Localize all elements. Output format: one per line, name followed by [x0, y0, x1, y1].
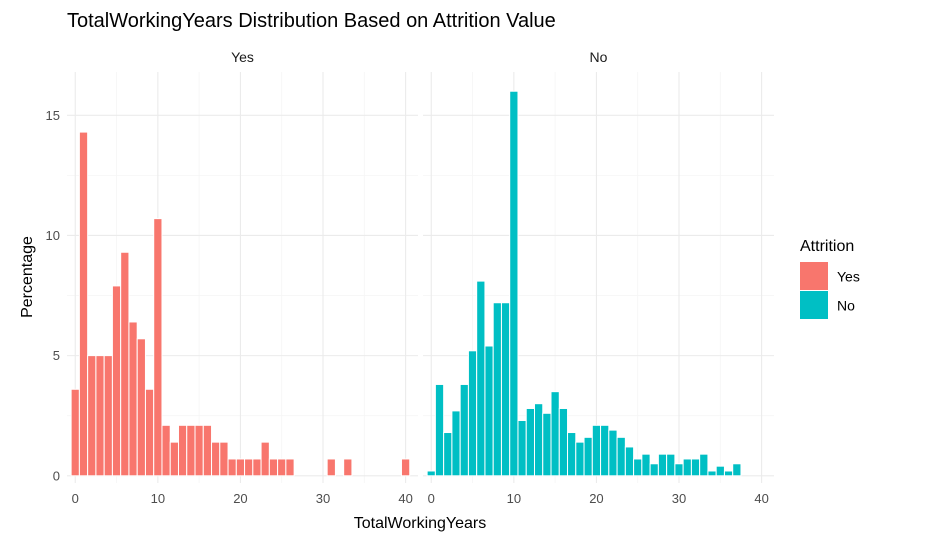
facet-strip-label: No: [590, 49, 608, 65]
bar-yes-8: [136, 338, 146, 477]
bar-no-33: [699, 453, 709, 477]
bar-no-3: [451, 410, 461, 477]
bar-no-21: [600, 424, 610, 477]
bar-yes-31: [326, 458, 336, 477]
bar-no-18: [575, 441, 585, 477]
x-tick-label: 30: [316, 491, 330, 506]
y-tick-label: 15: [46, 108, 60, 123]
bar-yes-3: [95, 355, 105, 477]
bar-no-13: [533, 403, 544, 477]
x-tick-label: 40: [398, 491, 412, 506]
bar-no-17: [567, 432, 577, 477]
bar-yes-22: [252, 458, 262, 477]
bar-yes-14: [186, 424, 196, 477]
bar-no-35: [715, 465, 725, 477]
bar-no-15: [550, 391, 560, 477]
bar-yes-25: [277, 458, 287, 477]
bar-no-11: [517, 420, 527, 477]
bar-no-29: [666, 453, 676, 477]
bar-yes-6: [120, 251, 130, 477]
legend: Attrition Yes No: [800, 238, 860, 319]
bar-yes-4: [103, 355, 113, 477]
x-tick-label: 20: [233, 491, 247, 506]
bar-yes-1: [78, 131, 89, 477]
bar-no-24: [624, 446, 635, 477]
bar-yes-19: [227, 458, 237, 477]
bar-no-31: [682, 458, 692, 477]
bar-no-20: [591, 424, 602, 477]
bar-no-25: [633, 458, 643, 477]
bar-yes-23: [260, 441, 270, 477]
bar-yes-20: [235, 458, 246, 477]
bar-no-6: [476, 280, 486, 477]
legend-entries: Yes No: [800, 262, 860, 319]
bar-yes-9: [144, 388, 155, 477]
bar-no-34: [707, 470, 717, 477]
y-tick-label: 10: [46, 228, 60, 243]
bar-yes-40: [400, 458, 411, 477]
bar-yes-15: [194, 424, 204, 477]
bar-yes-17: [211, 441, 221, 477]
facet-strip-label: Yes: [231, 49, 254, 65]
bar-no-30: [674, 463, 684, 477]
bar-yes-16: [202, 424, 213, 477]
bar-yes-12: [169, 441, 179, 477]
x-tick-label: 10: [151, 491, 165, 506]
y-axis-title: Percentage: [19, 236, 36, 318]
x-tick-label: 0: [72, 491, 79, 506]
bar-no-32: [690, 458, 701, 477]
bar-yes-7: [128, 321, 138, 477]
legend-key-yes: [800, 262, 828, 290]
bar-no-19: [583, 436, 593, 477]
bar-yes-33: [343, 458, 353, 477]
x-tick-label: 30: [672, 491, 686, 506]
legend-label-yes: Yes: [837, 269, 860, 285]
bar-no-27: [649, 463, 659, 477]
x-axis-title: TotalWorkingYears: [354, 515, 487, 532]
bar-no-23: [616, 436, 626, 477]
y-tick-label: 0: [53, 468, 60, 483]
facet-panel-no: No 0 10 20 30 40: [423, 49, 774, 506]
bar-no-28: [657, 453, 668, 477]
facet-panels: Yes 0 10 20 30 40 0 5 10 15 No 0 10 20 30 40: [46, 49, 774, 506]
bar-no-14: [542, 412, 552, 477]
x-tick-label: 0: [428, 491, 435, 506]
bar-yes-13: [177, 424, 188, 477]
bar-no-9: [500, 302, 511, 477]
bar-no-22: [608, 429, 618, 477]
bar-no-10: [509, 90, 519, 477]
bar-yes-26: [285, 458, 295, 477]
x-tick-label: 40: [754, 491, 768, 506]
bar-no-4: [459, 383, 469, 477]
x-tick-label: 20: [589, 491, 603, 506]
bar-yes-21: [244, 458, 254, 477]
chart-title: TotalWorkingYears Distribution Based on …: [67, 10, 556, 32]
bar-yes-11: [161, 424, 171, 477]
bar-no-0: [426, 470, 436, 477]
bar-yes-10: [153, 218, 163, 477]
bar-no-8: [492, 302, 502, 477]
bar-yes-5: [111, 285, 122, 477]
bar-yes-0: [70, 388, 80, 477]
y-tick-label: 5: [53, 348, 60, 363]
legend-label-no: No: [837, 298, 855, 314]
facet-panel-yes: Yes 0 10 20 30 40 0 5 10 15: [46, 49, 418, 506]
x-tick-label: 10: [507, 491, 521, 506]
bar-no-37: [732, 463, 742, 477]
legend-key-no: [800, 291, 828, 319]
bar-no-26: [641, 453, 651, 477]
legend-title: Attrition: [800, 238, 854, 255]
bar-yes-2: [87, 355, 97, 477]
bar-no-5: [467, 350, 478, 477]
bar-no-7: [484, 345, 494, 477]
bar-yes-18: [219, 441, 229, 477]
bar-no-2: [443, 432, 453, 477]
bar-no-12: [525, 407, 535, 477]
bar-yes-24: [268, 458, 279, 477]
bar-no-1: [434, 383, 445, 477]
bar-no-36: [723, 470, 734, 477]
bar-no-16: [558, 407, 569, 477]
